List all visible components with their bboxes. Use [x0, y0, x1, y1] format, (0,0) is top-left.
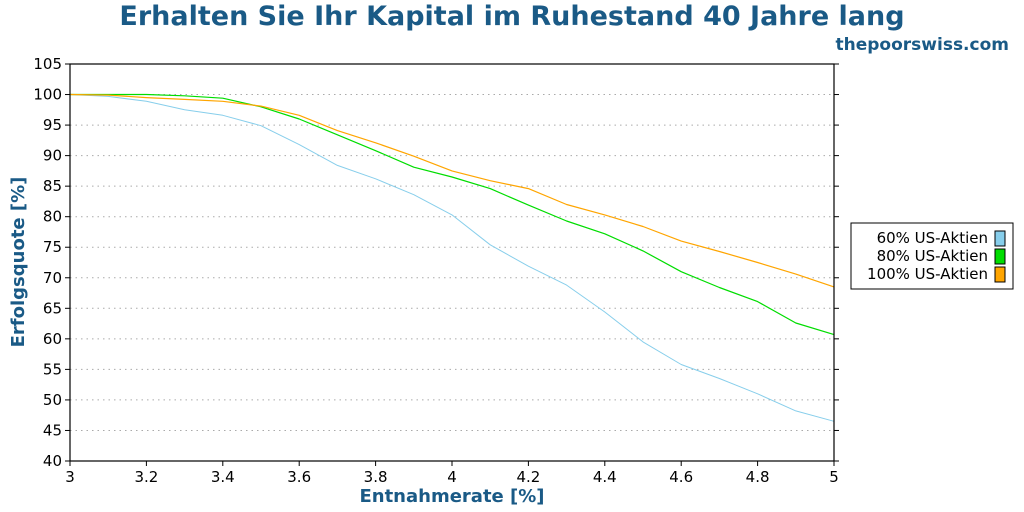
x-tick-label: 4.8 [746, 468, 770, 486]
y-tick-label: 55 [43, 360, 62, 378]
legend-box [850, 222, 1014, 290]
x-tick-label: 3.4 [211, 468, 235, 486]
series-line-3 [69, 93, 835, 288]
x-tick-label: 3.2 [134, 468, 158, 486]
chart-title: Erhalten Sie Ihr Kapital im Ruhestand 40… [119, 1, 904, 32]
x-tick-label: 3.6 [287, 468, 311, 486]
y-tick-label: 95 [43, 116, 62, 134]
x-tick-label: 4 [447, 468, 457, 486]
x-tick-label: 4.6 [669, 468, 693, 486]
series-line-1 [69, 94, 835, 422]
y-tick-label: 70 [43, 269, 62, 287]
legend-label: 60% US-Aktien [877, 229, 988, 247]
legend-swatch [994, 248, 1006, 265]
y-tick-label: 50 [43, 391, 62, 409]
plot-frame [69, 63, 835, 462]
series-lines [69, 93, 835, 422]
series-line-2 [70, 93, 835, 336]
y-tick-label: 45 [43, 421, 62, 439]
y-tick-label: 100 [33, 86, 62, 104]
y-tick-label: 90 [43, 147, 62, 165]
legend-label: 80% US-Aktien [877, 247, 988, 265]
y-tick-label: 105 [33, 55, 62, 73]
legend-swatch [994, 230, 1006, 247]
x-axis-label: Entnahmerate [%] [359, 486, 544, 507]
x-tick-label: 3.8 [364, 468, 388, 486]
grid-lines [70, 94, 834, 431]
x-tick-label: 4.2 [516, 468, 540, 486]
x-tick-label: 3 [65, 468, 75, 486]
site-name: thepoorswiss.com [836, 35, 1010, 55]
legend-swatch [994, 266, 1006, 283]
y-tick-label: 80 [43, 208, 62, 226]
x-tick-label: 4.4 [593, 468, 617, 486]
y-tick-label: 40 [43, 452, 62, 470]
y-axis-ticks: 40 45 50 55 60 65 70 75 80 85 90 95 100 105 [33, 55, 839, 470]
x-tick-label: 5 [829, 468, 839, 486]
y-tick-label: 85 [43, 177, 62, 195]
y-tick-label: 75 [43, 238, 62, 256]
x-axis-ticks: 3 3.2 3.4 3.6 3.8 4 4.2 4.4 4.6 4.8 5 [65, 461, 839, 486]
y-tick-label: 60 [43, 330, 62, 348]
y-tick-label: 65 [43, 299, 62, 317]
legend-label: 100% US-Aktien [867, 265, 988, 283]
y-axis-label: Erfolgsquote [%] [8, 177, 29, 348]
